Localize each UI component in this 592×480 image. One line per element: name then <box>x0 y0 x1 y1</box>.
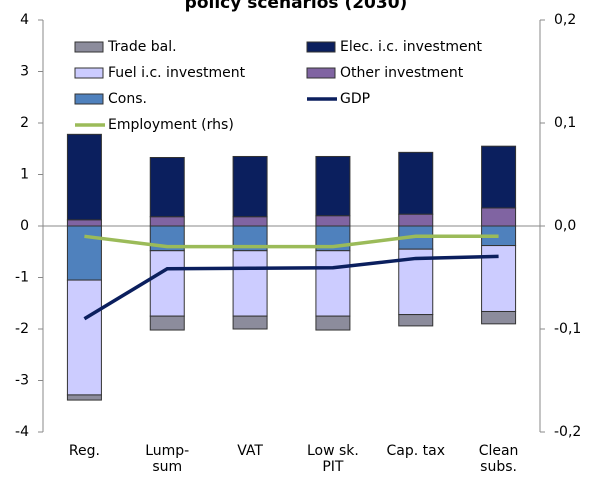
legend-label: Other investment <box>340 65 464 81</box>
bar-segment <box>315 250 351 317</box>
bar-segment <box>398 314 434 327</box>
legend-label: GDP <box>340 91 370 107</box>
x-tick-label: Low sk. PIT <box>307 443 359 475</box>
x-tick-label: Lump-sum <box>145 443 189 475</box>
y2-tick-label: 0,2 <box>554 12 576 28</box>
bar-segment <box>149 250 185 317</box>
bar-segment <box>232 315 268 330</box>
legend-label: Fuel i.c. investment <box>108 65 246 81</box>
legend-label: Cons. <box>108 91 147 107</box>
bar-segment <box>232 250 268 317</box>
y-tick-label: 2 <box>20 115 29 131</box>
chart-title: policy scenarios (2030) <box>185 0 408 13</box>
bar-segment <box>315 155 351 217</box>
y-tick-label: 1 <box>20 167 29 183</box>
bar-segment <box>149 157 185 218</box>
bar-segment <box>481 145 517 209</box>
y2-tick-label: 0,1 <box>554 115 576 131</box>
bar-segment <box>315 315 351 331</box>
legend-swatch <box>74 67 104 79</box>
legend-swatch <box>74 41 104 53</box>
bar-segment <box>232 155 268 218</box>
legend-label: Employment (rhs) <box>108 117 234 133</box>
line-series <box>84 234 499 249</box>
bar-segment <box>398 151 434 215</box>
bar-segment <box>398 213 434 227</box>
bar-segment <box>149 315 185 331</box>
line-series <box>83 254 499 321</box>
y-tick-label: 3 <box>20 64 29 80</box>
bar-segment <box>66 225 102 281</box>
y-tick-label: 4 <box>20 12 29 28</box>
bar-segment <box>66 394 102 401</box>
bar-segment <box>481 207 517 227</box>
bar-segment <box>149 216 185 227</box>
legend-swatch <box>306 67 336 79</box>
legend-label: Elec. i.c. investment <box>340 39 482 55</box>
legend-swatch <box>74 93 104 105</box>
y2-tick-label: -0,1 <box>554 321 581 337</box>
legend-label: Trade bal. <box>107 39 177 55</box>
x-tick-label: Reg. <box>69 443 100 459</box>
x-tick-label: VAT <box>237 443 263 459</box>
bar-segment <box>66 219 102 227</box>
y-tick-label: -1 <box>15 270 29 286</box>
y2-tick-label: 0,0 <box>554 218 576 234</box>
legend-swatch <box>306 41 336 53</box>
bar-segment <box>315 215 351 227</box>
bar-segment <box>66 279 102 396</box>
y-tick-label: -2 <box>15 321 29 337</box>
y-tick-label: -3 <box>15 373 29 389</box>
y-tick-label: -4 <box>15 424 29 440</box>
bar-segment <box>481 310 517 325</box>
x-tick-label: Clean subs. <box>479 443 519 475</box>
y-tick-label: 0 <box>20 218 29 234</box>
y2-tick-label: -0,2 <box>554 424 581 440</box>
x-tick-label: Cap. tax <box>387 443 446 459</box>
bar-segment <box>232 216 268 227</box>
bar-segment <box>66 133 102 221</box>
